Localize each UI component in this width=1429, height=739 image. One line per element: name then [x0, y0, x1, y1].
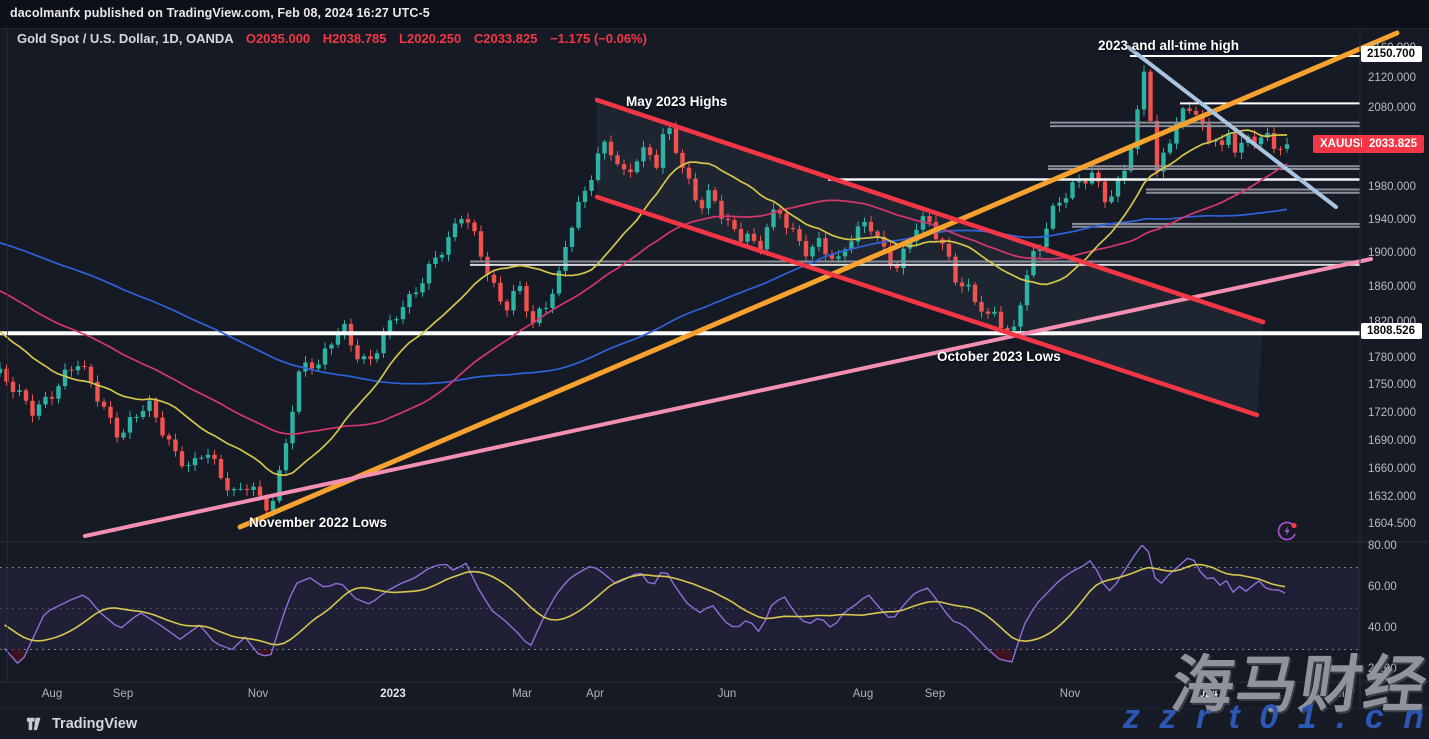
legend-change: −1.175 (−0.06%) — [550, 31, 647, 46]
price-tick: 1780.000 — [1368, 351, 1416, 364]
last-price-value: 2033.825 — [1362, 135, 1424, 154]
time-label-2024: 2024 — [1192, 688, 1218, 700]
tradingview-logo-text: TradingView — [52, 715, 138, 732]
attribution-bar: dacolmanfx published on TradingView.com,… — [0, 0, 1429, 28]
time-label-Mar: Mar — [512, 688, 532, 700]
annotation-2[interactable]: October 2023 Lows — [937, 349, 1061, 364]
price-level-label: 1808.526 — [1361, 323, 1422, 340]
chart-legend[interactable]: Gold Spot / U.S. Dollar, 1D, OANDA O2035… — [17, 31, 647, 46]
time-label-Sep: Sep — [112, 688, 134, 700]
time-label-Mar: Mar — [1335, 688, 1355, 700]
price-tick: 1940.000 — [1368, 213, 1416, 226]
rsi-tick: 40.00 — [1368, 622, 1397, 634]
legend-open: O2035.000 — [245, 31, 311, 46]
annotation-1[interactable]: May 2023 Highs — [626, 94, 728, 109]
time-label-2023: 2023 — [380, 688, 406, 700]
time-label-Nov: Nov — [1059, 688, 1081, 700]
price-tick: 1660.000 — [1368, 463, 1416, 476]
ideas-flash-icon[interactable] — [1276, 519, 1300, 543]
symbol-badge: XAUUSD — [1313, 135, 1376, 154]
footer-bar: TradingView — [0, 709, 1429, 739]
tradingview-logo-icon — [26, 717, 41, 731]
legend-high: H2038.785 — [322, 31, 387, 46]
tradingview-logo[interactable]: TradingView — [26, 714, 137, 733]
rsi-tick: 80.00 — [1368, 540, 1397, 552]
time-label-Jun: Jun — [717, 688, 737, 700]
price-tick: 2120.000 — [1368, 72, 1416, 84]
price-tick: 2080.000 — [1368, 102, 1416, 115]
price-tick: 1690.000 — [1368, 434, 1416, 447]
price-tick: 1750.000 — [1368, 378, 1416, 391]
price-level-label: 2150.700 — [1361, 46, 1422, 62]
price-tick: 1632.000 — [1368, 490, 1416, 503]
price-tick: 1980.000 — [1368, 181, 1416, 194]
rsi-tick: 60.00 — [1368, 581, 1397, 593]
time-label-Aug: Aug — [41, 688, 63, 700]
price-tick: 1860.000 — [1368, 281, 1416, 294]
rsi-tick: 20.00 — [1368, 663, 1397, 675]
attribution-text: dacolmanfx published on TradingView.com,… — [10, 6, 430, 20]
time-label-Sep: Sep — [924, 688, 946, 700]
price-tick: 1604.500 — [1368, 517, 1416, 530]
time-label-Aug: Aug — [852, 688, 874, 700]
legend-low: L2020.250 — [399, 31, 462, 46]
legend-close: C2033.825 — [473, 31, 538, 46]
time-label-Apr: Apr — [586, 688, 604, 700]
annotation-0[interactable]: 2023 and all-time high — [1098, 38, 1240, 53]
annotation-3[interactable]: November 2022 Lows — [249, 515, 388, 530]
time-label-Nov: Nov — [247, 688, 269, 700]
legend-title: Gold Spot / U.S. Dollar, 1D, OANDA — [17, 31, 234, 46]
price-tick: 1720.000 — [1368, 406, 1416, 419]
price-tick: 1900.000 — [1368, 247, 1416, 260]
watermark-url: z z r t 0 1 . c n — [1122, 698, 1429, 736]
